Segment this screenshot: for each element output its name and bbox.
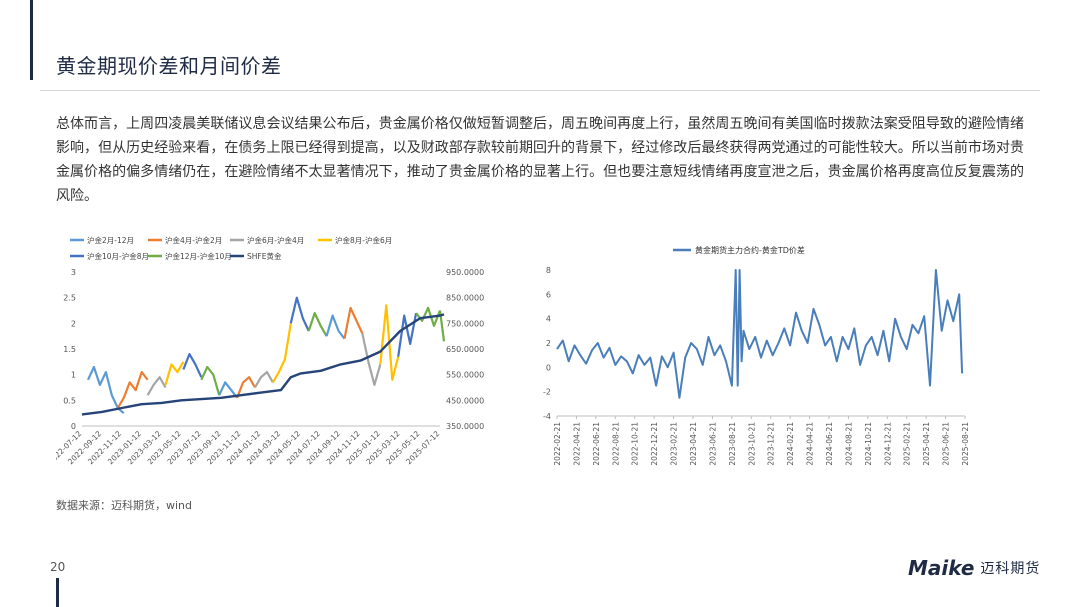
x-tick-label: 2024-08-21 [844,422,853,466]
spread-series-line-14 [361,333,382,386]
y-tick-label: 8 [546,266,551,275]
monthly-spread-chart: 沪金2月-12月 沪金4月-沪金2月 沪金6月-沪金4月 沪金8月-沪金6月沪金10月… [56,235,484,466]
legend-label-6: SHFE黄金 [247,251,282,261]
spread-series-line-8 [254,371,274,389]
y-tick-label: -2 [543,388,551,397]
logo-wordmark: Maike [908,556,975,580]
spread-series-line-10 [289,296,310,332]
spread-series-line-7 [236,376,256,399]
legend-label-5: 沪金12月-沪金10月 [165,251,232,261]
logo-chinese-name: 迈科期货 [980,561,1041,577]
page-number: 20 [50,560,66,574]
y-right-tick-label: 850.0000 [446,294,484,303]
x-tick-label: 2022-12-21 [650,422,659,466]
x-tick-label: 2023-06-21 [708,422,717,466]
x-tick-label: 2022-08-21 [611,422,620,466]
spread-series-line-13 [343,306,364,339]
x-tick-label: 2023-08-21 [728,422,737,466]
spread-series-line-3 [164,361,185,386]
spread-series-line-4 [182,352,203,378]
shfe-gold-line [81,313,445,416]
legend-label-3: 沪金8月-沪金6月 [335,235,392,245]
spread-series-line-11 [307,311,328,337]
x-tick-label: 2025-02-21 [903,422,912,466]
spread-series-line-1 [116,371,149,409]
company-logo: Maike 迈科期货 [908,556,1040,580]
x-tick-label: 2025-06-21 [942,422,951,466]
spread-series-line-12 [325,314,346,340]
y-tick-label: 4 [546,315,551,324]
y-left-tick-label: 2 [71,319,76,328]
x-tick-label: 2022-04-21 [572,422,581,466]
td-spread-line [556,269,964,399]
y-right-tick-label: 450.0000 [446,396,484,405]
y-left-tick-label: 0 [71,422,76,431]
spread-series-line-9 [271,323,292,383]
x-tick-label: 2024-02-21 [786,422,795,466]
x-tick-label: 2022-10-21 [631,422,640,466]
legend-label-4: 沪金10月-沪金8月 [87,251,149,261]
spread-series-line-6 [218,381,238,399]
legend-label-0: 沪金2月-12月 [87,235,134,245]
y-left-tick-label: 3 [71,268,76,277]
x-tick-label: 2025-08-21 [961,422,970,466]
x-tick-label: 2024-04-21 [806,422,815,466]
y-right-tick-label: 550.0000 [446,371,484,380]
y-left-tick-label: 1.5 [63,345,76,354]
legend-label-1: 沪金4月-沪金2月 [165,235,222,245]
spread-series-line-16 [397,312,418,357]
x-tick-label: 2025-04-21 [922,422,931,466]
data-source-note: 数据来源：迈科期货，wind [56,499,193,512]
x-tick-label: 2022-02-21 [553,422,562,466]
y-left-tick-label: 1 [71,371,76,380]
y-right-tick-label: 650.0000 [446,345,484,354]
y-right-tick-label: 750.0000 [446,319,484,328]
x-tick-label: 2024-10-21 [864,422,873,466]
spread-series-line-5 [200,365,221,396]
x-tick-label: 2023-04-21 [689,422,698,466]
top-accent-bar [30,0,33,80]
legend-label-2: 沪金6月-沪金4月 [247,235,304,245]
y-tick-label: 2 [546,339,551,348]
x-tick-label: 2023-10-21 [747,422,756,466]
spread-series-line-2 [146,376,167,396]
y-right-tick-label: 350.0000 [446,422,484,431]
summary-paragraph: 总体而言，上周四凌晨美联储议息会议结果公布后，贵金属价格仅做短暂调整后，周五晚间… [56,116,1024,204]
x-tick-label: 2022-06-21 [592,422,601,466]
x-tick-label: 2023-12-21 [767,422,776,466]
futures-td-spread-chart: 黄金期货主力合约-黄金TD价差 -4 -2 0 2 4 6 8 2022-02-21 2022-0… [543,245,970,466]
y-tick-label: 0 [546,363,551,372]
bottom-accent-bar [56,578,59,607]
y-tick-label: -4 [543,412,551,421]
y-right-tick-label: 950.0000 [446,268,484,277]
x-tick-label: 2024-06-21 [825,422,834,466]
x-tick-label: 2024-12-21 [883,422,892,466]
title-divider [40,90,1040,91]
chart-title: 黄金期货主力合约-黄金TD价差 [695,245,805,255]
x-tick-label: 2023-02-21 [670,422,679,466]
y-left-tick-label: 2.5 [63,294,76,303]
page-title: 黄金期现价差和月间价差 [56,54,282,78]
y-tick-label: 6 [546,290,551,299]
y-left-tick-label: 0.5 [63,396,76,405]
